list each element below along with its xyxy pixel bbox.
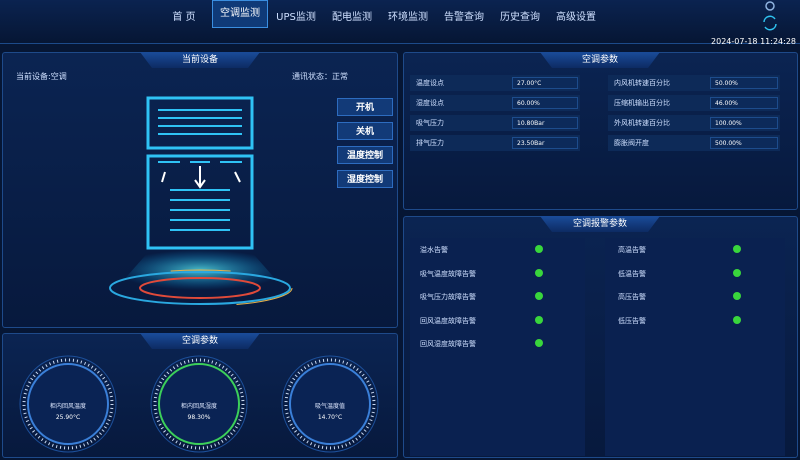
nav-item[interactable]: 环境监测 [388,12,428,23]
panel-title: 空调报警参数 [540,216,660,232]
alarm-column [605,238,785,456]
nav-item[interactable]: UPS监测 [276,12,316,23]
gauge-ring [150,355,248,453]
control-button[interactable]: 湿度控制 [337,170,393,188]
gauge-label: 柜内回风温度 [50,402,86,410]
param-value: 500.00% [710,137,778,149]
param-label: 膨胀阀开度 [614,139,649,147]
gauges: 柜内回风温度 25.90°C 柜内回风湿度 98.30% 吸气温度值 14.70°C [19,355,379,453]
param-label: 温度设点 [416,79,444,87]
nav-item[interactable]: 历史查询 [500,12,540,23]
gauge-value: 98.30% [188,414,211,421]
gauge-ring [281,355,379,453]
control-button[interactable]: 温度控制 [337,146,393,164]
datetime: 2024-07-18 11:24:28 [711,37,796,46]
alarm-label: 溢水告警 [420,246,448,254]
nav-item[interactable]: 配电监测 [332,12,372,23]
param-label: 外风机转速百分比 [614,119,670,127]
param-label: 内风机转速百分比 [614,79,670,87]
panel-title: 空调参数 [540,52,660,68]
nav-item[interactable]: 告警查询 [444,12,484,23]
param-value: 27.00°C [512,77,578,89]
gauge-label: 柜内回风湿度 [181,402,217,410]
control-button[interactable]: 关机 [337,122,393,140]
device-name: 当前设备:空调 [16,72,67,81]
ac-illustration [107,96,293,307]
nav-item[interactable]: 空调监测 [212,0,268,28]
panel-title: 空调参数 [140,333,260,349]
param-value: 50.00% [710,77,778,89]
alarm-indicator [535,245,543,253]
param-value: 23.50Bar [512,137,578,149]
alarm-label: 吸气温度故障告警 [420,269,476,278]
gauge-value: 14.70°C [318,414,342,421]
icons [763,1,777,31]
nav-item[interactable]: 首 页 [172,12,196,23]
alarm-indicator [535,268,543,277]
param-value: 100.00% [710,117,778,129]
gauge-ring [27,363,109,445]
alarm-label: 高温告警 [618,246,646,254]
alarm-indicator [733,292,741,300]
alarm-label: 回风温度故障告警 [420,316,476,325]
gauge-ticks [22,358,114,450]
gauge-ticks [284,358,376,450]
gauge-label: 吸气温度值 [315,402,345,410]
alarm-indicator [733,268,741,277]
header [0,0,800,44]
alarm-indicator [535,339,543,347]
alarm-label: 高压告警 [618,293,646,301]
gauge-ring [19,355,117,453]
alarm-label: 回风湿度故障告警 [420,340,476,348]
param-label: 湿度设点 [416,99,444,107]
param-value: 46.00% [710,97,778,109]
panel-title: 当前设备 [140,52,260,68]
alarm-indicator [733,245,741,253]
param-value: 10.80Bar [512,117,578,129]
control-button[interactable]: 开机 [337,98,393,116]
comm-status: 通讯状态：正常 [292,72,348,81]
alarm-indicator [535,315,543,324]
alarm-label: 吸气压力故障告警 [420,293,476,301]
gauge-ticks [153,358,245,450]
gauge-value: 25.90°C [56,414,80,421]
alarm-column [410,238,585,456]
alarm-label: 低压告警 [618,316,646,325]
alarm-indicator [733,315,741,324]
gauge-ring [158,363,240,445]
alarm-label: 低温告警 [618,269,646,278]
param-label: 排气压力 [416,139,444,147]
gauge-ring [289,363,371,445]
nav-item[interactable]: 高级设置 [556,12,596,23]
param-value: 60.00% [512,97,578,109]
alarm-indicator [535,292,543,300]
param-label: 压缩机输出百分比 [614,99,670,107]
param-label: 吸气压力 [416,119,444,127]
